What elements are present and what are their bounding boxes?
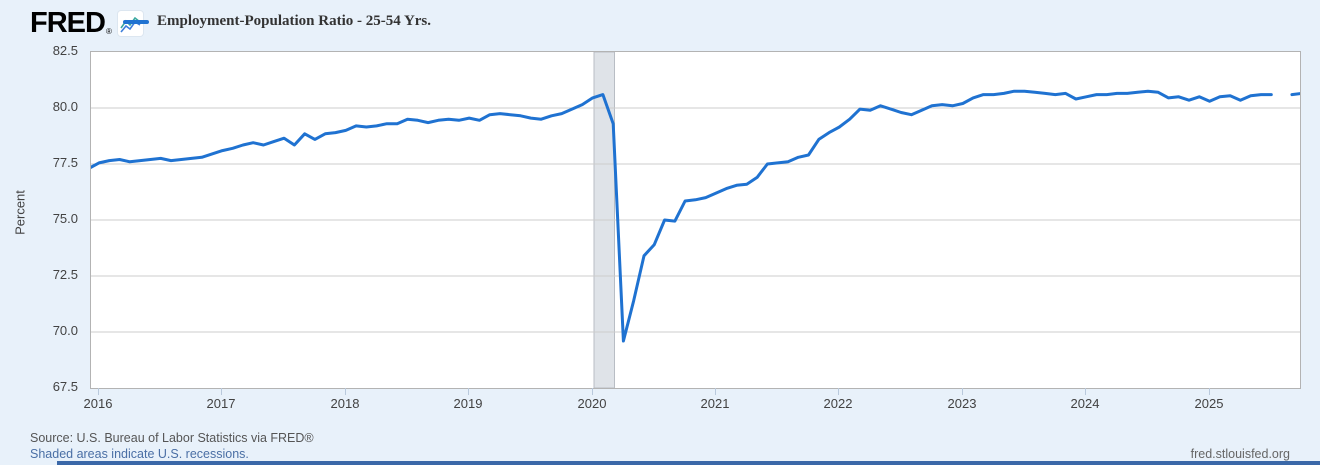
y-tick-label: 77.5 xyxy=(52,155,78,170)
x-tick-label: 2017 xyxy=(206,396,236,411)
fred-site-link[interactable]: fred.stlouisfed.org xyxy=(1190,447,1290,461)
x-tick-mark xyxy=(1085,388,1086,395)
x-tick-label: 2019 xyxy=(453,396,483,411)
chart-canvas[interactable] xyxy=(91,52,1300,388)
x-tick-mark xyxy=(715,388,716,395)
fred-logo[interactable]: FRED ® xyxy=(30,8,143,38)
x-tick-label: 2021 xyxy=(700,396,730,411)
x-tick-label: 2023 xyxy=(947,396,977,411)
x-tick-label: 2020 xyxy=(577,396,607,411)
x-tick-label: 2025 xyxy=(1194,396,1224,411)
x-tick-label: 2024 xyxy=(1070,396,1100,411)
bottom-accent-bar xyxy=(57,461,1320,465)
y-tick-label: 70.0 xyxy=(52,323,78,338)
y-tick-label: 80.0 xyxy=(52,99,78,114)
legend-item[interactable]: Employment-Population Ratio - 25-54 Yrs. xyxy=(123,13,431,30)
x-tick-mark xyxy=(592,388,593,395)
y-tick-label: 82.5 xyxy=(52,43,78,58)
plot-area[interactable] xyxy=(90,51,1301,389)
x-tick-mark xyxy=(98,388,99,395)
x-tick-mark xyxy=(962,388,963,395)
x-tick-mark xyxy=(345,388,346,395)
x-tick-label: 2016 xyxy=(83,396,113,411)
series-line[interactable] xyxy=(1290,92,1300,97)
x-tick-mark xyxy=(1209,388,1210,395)
source-attribution: Source: U.S. Bureau of Labor Statistics … xyxy=(30,431,314,445)
legend-label: Employment-Population Ratio - 25-54 Yrs. xyxy=(157,13,432,29)
series-line[interactable] xyxy=(91,89,1273,343)
y-tick-label: 75.0 xyxy=(52,211,78,226)
x-tick-mark xyxy=(468,388,469,395)
fred-logo-text: FRED xyxy=(30,6,106,39)
legend-line-swatch xyxy=(123,19,149,24)
x-tick-label: 2022 xyxy=(823,396,853,411)
x-tick-mark xyxy=(221,388,222,395)
registered-trademark: ® xyxy=(105,27,112,36)
recession-note-link[interactable]: Shaded areas indicate U.S. recessions. xyxy=(30,447,249,461)
x-tick-label: 2018 xyxy=(330,396,360,411)
x-tick-mark xyxy=(838,388,839,395)
y-tick-label: 67.5 xyxy=(52,379,78,394)
y-tick-label: 72.5 xyxy=(52,267,78,282)
